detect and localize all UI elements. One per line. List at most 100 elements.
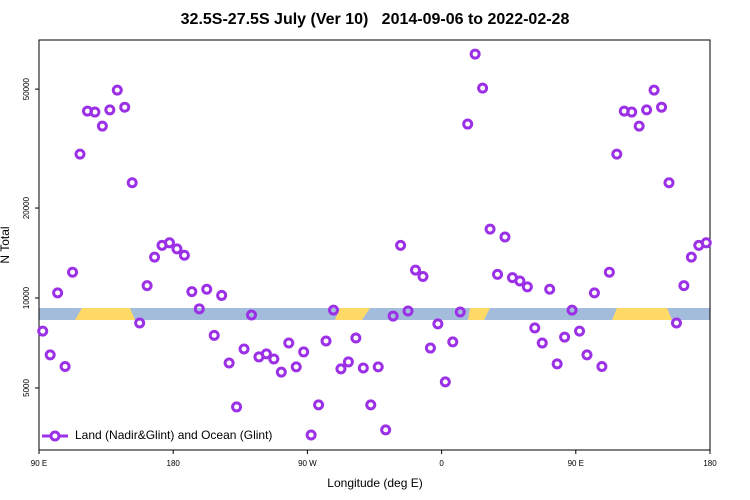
point [685, 251, 697, 263]
point [67, 266, 79, 278]
point [89, 106, 101, 118]
x-tick-label: 90 E [568, 459, 584, 468]
point [380, 424, 392, 436]
point [395, 239, 407, 251]
point [238, 343, 250, 355]
point [492, 268, 504, 280]
point [290, 361, 302, 373]
point [178, 249, 190, 261]
point [350, 332, 362, 344]
point [469, 48, 481, 60]
point [208, 329, 220, 341]
point [387, 310, 399, 322]
point [432, 318, 444, 330]
point [521, 281, 533, 293]
x-axis-label: Longitude (deg E) [327, 476, 422, 490]
point [454, 306, 466, 318]
surface-band [39, 308, 710, 320]
y-tick-label: 10000 [22, 286, 31, 309]
point [402, 305, 414, 317]
point [499, 231, 511, 243]
point [417, 271, 429, 283]
y-tick-label: 5000 [22, 379, 31, 397]
point [216, 289, 228, 301]
point [648, 84, 660, 96]
x-tick-label: 180 [703, 459, 717, 468]
ocean-band [39, 308, 710, 320]
point [447, 336, 459, 348]
point [44, 349, 56, 361]
point [581, 349, 593, 361]
point [544, 283, 556, 295]
point [74, 148, 86, 160]
point [335, 363, 347, 375]
point [111, 84, 123, 96]
point [424, 342, 436, 354]
legend-marker [49, 430, 61, 442]
point [245, 309, 257, 321]
point [357, 362, 369, 374]
point [96, 120, 108, 132]
point [320, 335, 332, 347]
chart-title: 32.5S-27.5S July (Ver 10) 2014-09-06 to … [181, 11, 570, 28]
land-band [468, 308, 490, 320]
point [283, 337, 295, 349]
point [223, 357, 235, 369]
point [52, 287, 64, 299]
y-tick-label: 50000 [22, 77, 31, 100]
point [439, 376, 451, 388]
point [603, 266, 615, 278]
point [700, 237, 712, 249]
point [134, 317, 146, 329]
legend-label: Land (Nadir&Glint) and Ocean (Glint) [75, 428, 272, 442]
point [149, 251, 161, 263]
point [298, 346, 310, 358]
point [171, 243, 183, 255]
point [59, 360, 71, 372]
land-band [612, 308, 672, 320]
point [529, 322, 541, 334]
point [678, 280, 690, 292]
point [163, 237, 175, 249]
land-band [75, 308, 135, 320]
point [656, 101, 668, 113]
point [37, 325, 49, 337]
point [193, 303, 205, 315]
point [596, 360, 608, 372]
point [342, 356, 354, 368]
point [372, 361, 384, 373]
point [663, 177, 675, 189]
point [566, 304, 578, 316]
point [611, 148, 623, 160]
point [410, 264, 422, 276]
point [104, 104, 116, 116]
point [574, 325, 586, 337]
point [260, 348, 272, 360]
x-tick-label: 0 [439, 459, 444, 468]
y-axis-label: N Total [0, 226, 12, 263]
point [633, 120, 645, 132]
point [670, 317, 682, 329]
point [559, 331, 571, 343]
point [201, 283, 213, 295]
x-tick-label: 180 [167, 459, 181, 468]
point [275, 366, 287, 378]
point [536, 337, 548, 349]
point [186, 286, 198, 298]
point [119, 101, 131, 113]
x-tick-label: 90 E [31, 459, 47, 468]
land-band [335, 308, 370, 320]
point [141, 280, 153, 292]
point [365, 399, 377, 411]
point [327, 304, 339, 316]
plot-frame [38, 39, 711, 451]
point [484, 223, 496, 235]
x-tick-label: 90 W [298, 459, 317, 468]
point [514, 275, 526, 287]
point [268, 353, 280, 365]
y-tick-label: 20000 [22, 196, 31, 219]
point [126, 177, 138, 189]
point [313, 399, 325, 411]
point [551, 358, 563, 370]
